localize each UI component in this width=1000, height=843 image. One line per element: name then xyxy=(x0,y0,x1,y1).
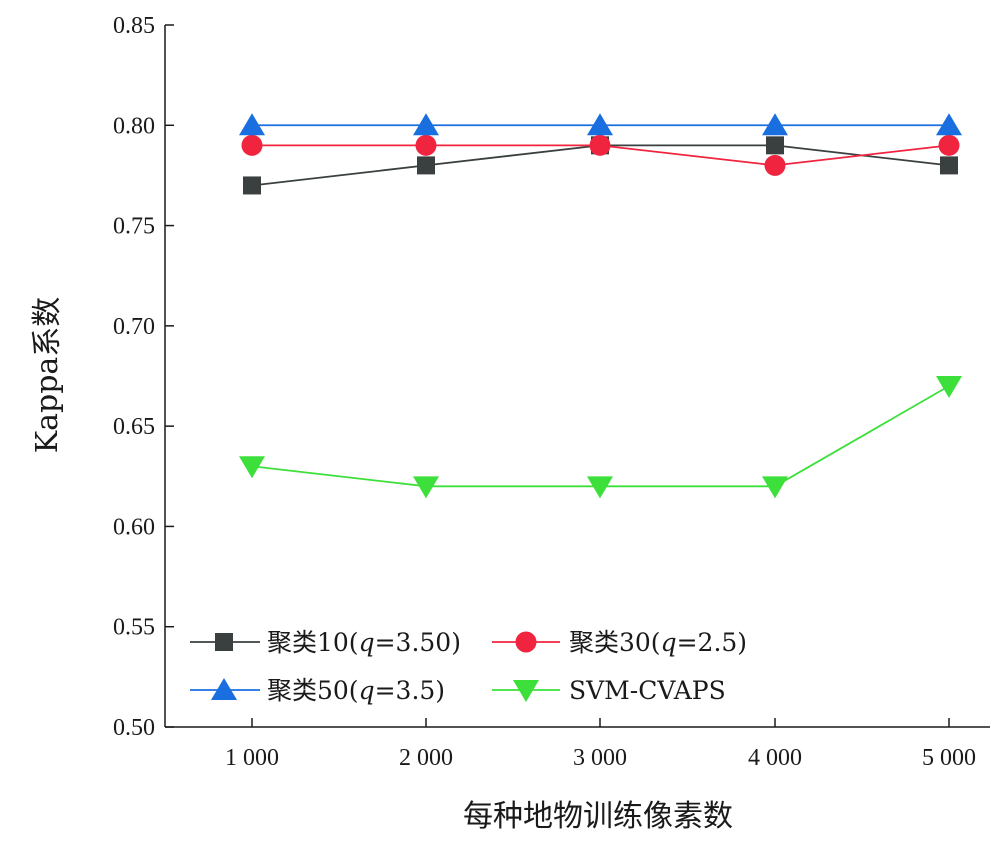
data-point-s3-0 xyxy=(239,456,265,479)
legend-label-prefix: SVM-CVAPS xyxy=(569,676,726,705)
data-point-s3-2 xyxy=(587,476,613,499)
legend-label-prefix: 聚类30( xyxy=(569,628,661,657)
data-point-s1-1 xyxy=(415,134,437,156)
x-tick-label: 1 000 xyxy=(225,745,279,771)
data-point-s1-4 xyxy=(938,134,960,156)
legend: 聚类10(q=3.50) 聚类30(q=2.5)聚类50(q=3.5) SVM-CV… xyxy=(190,628,747,705)
tick-labels: 0.50 0.55 0.60 0.65 0.70 0.75 0.80 0.85 1 000 2 0… xyxy=(113,13,976,771)
data-point-s1-3 xyxy=(764,154,786,176)
y-axis-title: Kappa系数 xyxy=(30,297,65,454)
data-point-s1-0 xyxy=(241,134,263,156)
x-tick-label: 3 000 xyxy=(573,745,627,771)
data-point-s2-3 xyxy=(762,113,788,136)
data-point-s0-3 xyxy=(766,136,784,155)
data-point-s2-0 xyxy=(239,113,265,136)
y-tick-label: 0.65 xyxy=(113,414,155,440)
legend-item-2: 聚类50(q=3.5) xyxy=(190,676,445,705)
x-axis-title: 每种地物训练像素数 xyxy=(463,799,733,834)
y-tick-label: 0.50 xyxy=(113,715,155,741)
legend-item-0: 聚类10(q=3.50) xyxy=(190,628,461,657)
data-point-s3-1 xyxy=(413,476,439,499)
y-tick-label: 0.55 xyxy=(113,615,155,641)
y-tick-label: 0.75 xyxy=(113,214,155,240)
legend-item-1: 聚类30(q=2.5) xyxy=(492,628,747,657)
legend-label-var: q xyxy=(359,628,375,657)
data-point-s0-4 xyxy=(940,156,958,175)
legend-label-0: 聚类10(q=3.50) xyxy=(267,628,461,657)
legend-label-3: SVM-CVAPS xyxy=(569,676,726,705)
legend-label-var: q xyxy=(661,628,677,657)
legend-label-prefix: 聚类50( xyxy=(267,676,359,705)
y-tick-label: 0.85 xyxy=(113,13,155,39)
data-point-s0-0 xyxy=(243,176,261,195)
y-tick-label: 0.80 xyxy=(113,113,155,139)
data-point-s3-4 xyxy=(936,376,962,399)
x-tick-label: 4 000 xyxy=(748,745,802,771)
y-tick-label: 0.60 xyxy=(113,514,155,540)
legend-label-1: 聚类30(q=2.5) xyxy=(569,628,747,657)
x-tick-label: 5 000 xyxy=(922,745,976,771)
data-point-s2-2 xyxy=(587,113,613,136)
legend-marker-0 xyxy=(215,633,233,651)
axes xyxy=(164,24,990,728)
legend-label-suffix: =2.5) xyxy=(677,628,747,657)
series-markers xyxy=(239,113,962,499)
legend-marker-2 xyxy=(211,678,237,700)
data-point-s1-2 xyxy=(589,134,611,156)
y-tick-label: 0.70 xyxy=(113,314,155,340)
legend-marker-1 xyxy=(515,631,537,653)
data-point-s2-4 xyxy=(936,113,962,136)
legend-label-prefix: 聚类10( xyxy=(267,628,359,657)
series-line-3 xyxy=(251,385,950,488)
legend-label-suffix: =3.5) xyxy=(375,676,445,705)
legend-item-3: SVM-CVAPS xyxy=(492,676,726,705)
legend-marker-3 xyxy=(513,680,539,702)
x-tick-label: 2 000 xyxy=(399,745,453,771)
legend-label-2: 聚类50(q=3.5) xyxy=(267,676,445,705)
data-point-s0-1 xyxy=(417,156,435,175)
legend-label-var: q xyxy=(359,676,375,705)
legend-label-suffix: =3.50) xyxy=(375,628,461,657)
data-point-s3-3 xyxy=(762,476,788,499)
data-point-s2-1 xyxy=(413,113,439,136)
series-lines xyxy=(251,124,950,488)
